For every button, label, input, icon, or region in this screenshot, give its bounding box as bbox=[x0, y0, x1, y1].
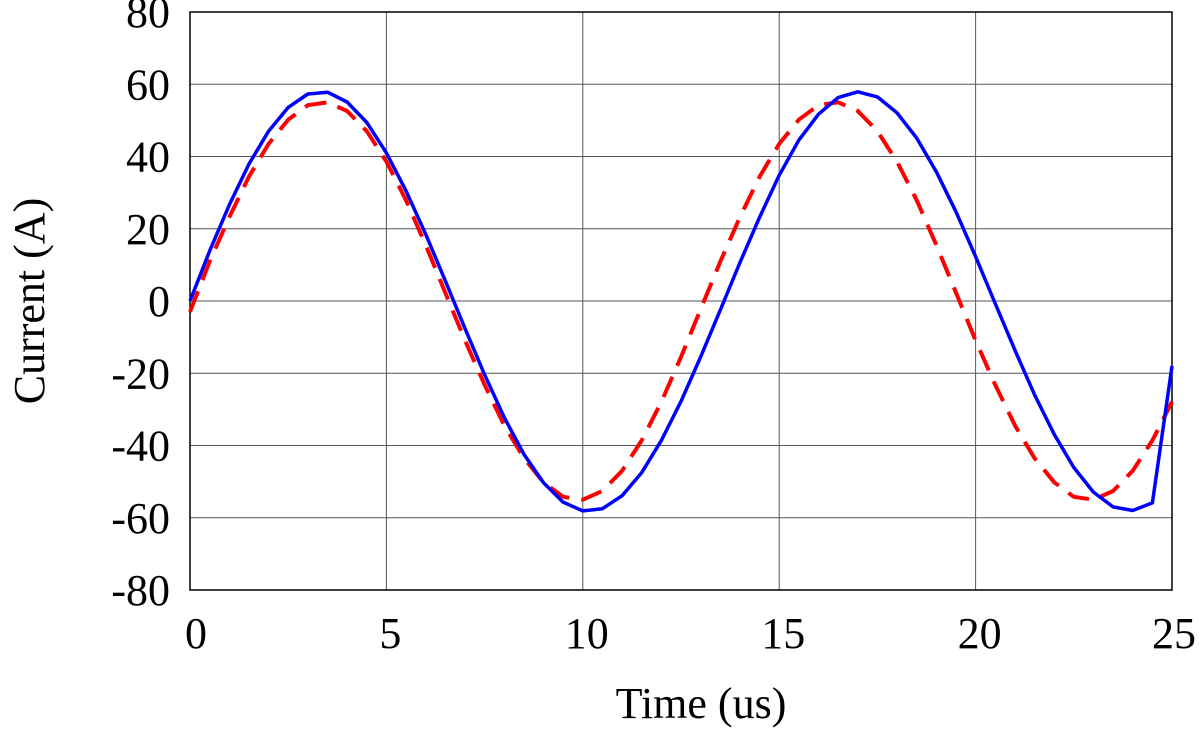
y-tick-label: 0 bbox=[148, 277, 170, 326]
x-tick-label: 20 bbox=[958, 609, 1002, 658]
y-tick-label: 20 bbox=[126, 205, 170, 254]
y-tick-label: -40 bbox=[111, 422, 170, 471]
x-tick-label: 15 bbox=[761, 609, 805, 658]
y-tick-label: 80 bbox=[126, 0, 170, 37]
y-tick-label: -60 bbox=[111, 494, 170, 543]
y-axis-label: Current (A) bbox=[5, 198, 54, 405]
series-line-blue-solid bbox=[188, 90, 1174, 513]
x-tick-label: 25 bbox=[1152, 609, 1196, 658]
x-axis-label: Time (us) bbox=[616, 679, 787, 728]
x-tick-label: 5 bbox=[379, 609, 401, 658]
y-tick-label: -20 bbox=[111, 349, 170, 398]
y-tick-label: -80 bbox=[111, 566, 170, 615]
y-tick-label: 40 bbox=[126, 133, 170, 182]
x-tick-label: 0 bbox=[185, 609, 207, 658]
series-line-red-dashed bbox=[188, 100, 1174, 502]
series-group bbox=[188, 90, 1174, 513]
x-tick-label: 10 bbox=[565, 609, 609, 658]
tick-labels: 0 5 10 15 20 25 80 60 40 20 0 -20 -40 -60 -80 bbox=[111, 0, 1196, 658]
y-tick-label: 60 bbox=[126, 60, 170, 109]
